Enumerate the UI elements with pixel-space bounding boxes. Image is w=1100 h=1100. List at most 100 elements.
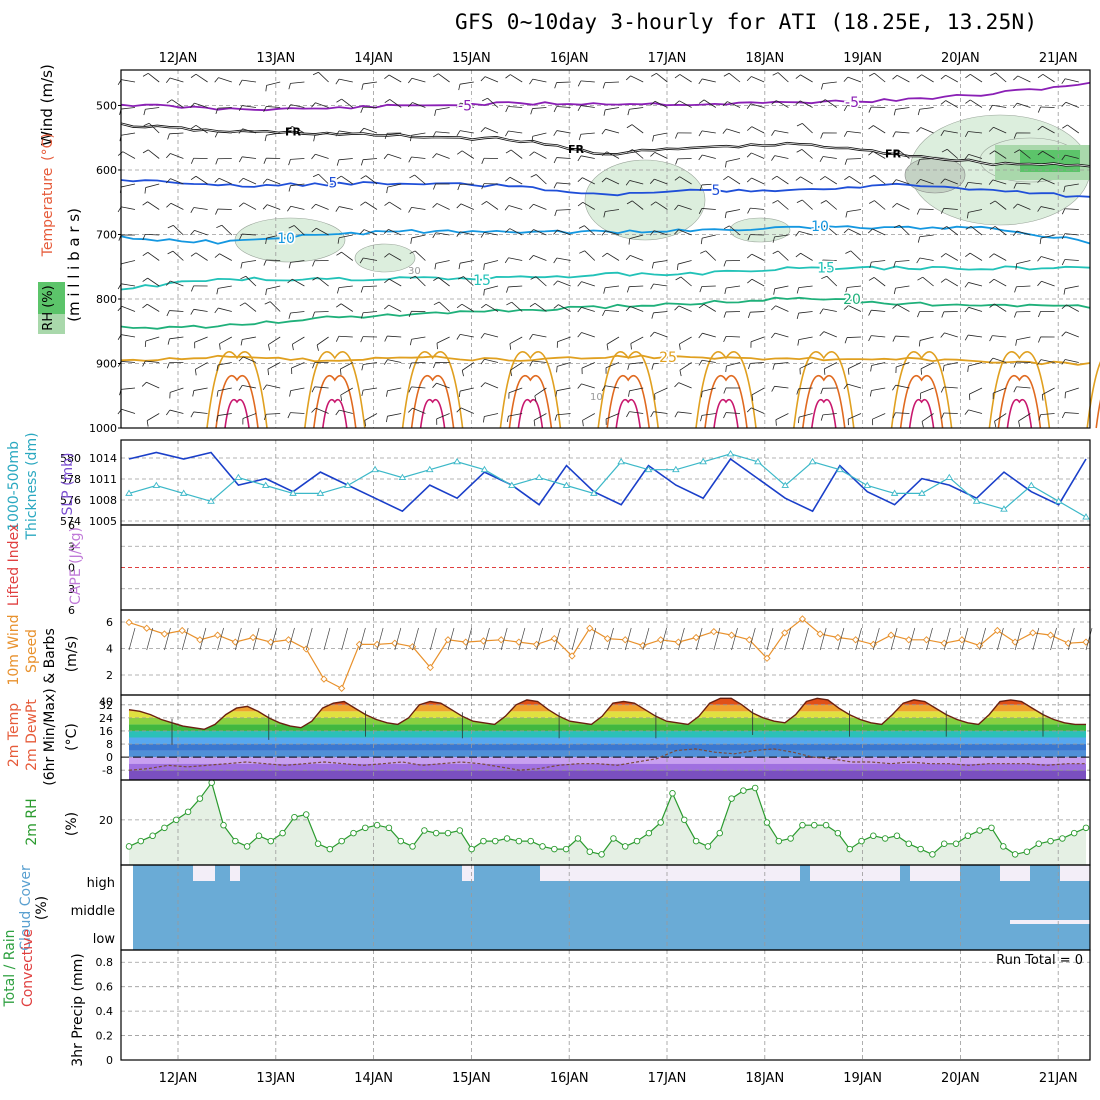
wind-barb-flag bbox=[262, 384, 267, 391]
thickness-point bbox=[1000, 505, 1008, 512]
surface-wind-barb bbox=[164, 627, 171, 651]
wind-barb bbox=[874, 174, 886, 185]
wind-barb bbox=[774, 362, 789, 365]
wind-barb bbox=[873, 277, 886, 287]
wind-barb-flag bbox=[966, 212, 969, 219]
wind-barb bbox=[484, 358, 499, 363]
cloud-gap bbox=[1060, 865, 1090, 881]
wind-barb bbox=[968, 154, 983, 159]
wind-barb bbox=[606, 177, 620, 185]
rh2m-point bbox=[385, 824, 393, 832]
temp-band bbox=[129, 698, 1086, 705]
wind-barb-flag bbox=[651, 262, 654, 269]
wind-barb-flag bbox=[626, 124, 633, 129]
wind-barb bbox=[148, 122, 160, 134]
rh2m-point bbox=[645, 829, 653, 837]
wind-barb bbox=[290, 183, 305, 187]
wind-barb-flag bbox=[988, 105, 993, 111]
wind-barb-flag bbox=[216, 364, 219, 371]
wind-barb bbox=[679, 100, 692, 108]
wind-barb bbox=[919, 257, 934, 261]
rh2m-point bbox=[1000, 843, 1007, 850]
wind-barb bbox=[751, 253, 765, 261]
wind-barb-flag bbox=[674, 411, 679, 418]
wind-barb-flag bbox=[1013, 182, 1017, 189]
rh2m-area bbox=[129, 782, 1086, 865]
wind-barb-flag bbox=[335, 78, 340, 85]
rh2m-point bbox=[338, 837, 345, 845]
wind-barb-flag bbox=[456, 102, 461, 108]
rh2m-point bbox=[350, 829, 357, 837]
wind-barb bbox=[388, 74, 402, 83]
wind-barb bbox=[266, 132, 281, 136]
wind-barb bbox=[994, 303, 1007, 312]
wind-barb-flag bbox=[674, 176, 680, 181]
rh2m-point bbox=[397, 837, 404, 845]
wind-barb-flag bbox=[409, 339, 412, 346]
wind-barb-flag bbox=[166, 99, 173, 104]
wind-barb-flag bbox=[554, 414, 558, 421]
wind-barb-flag bbox=[843, 131, 848, 137]
wind-barb bbox=[194, 102, 208, 108]
wind-barb-flag bbox=[747, 312, 751, 319]
wind-barb-flag bbox=[823, 368, 826, 375]
wind-barb-flag bbox=[917, 276, 923, 281]
wind-barb-flag bbox=[142, 149, 149, 154]
cloud-gap bbox=[462, 865, 474, 881]
wind-barb bbox=[195, 252, 208, 261]
wind-barb bbox=[508, 285, 523, 288]
wind-barb bbox=[653, 362, 668, 365]
surface-wind-barb bbox=[589, 627, 597, 651]
slp-tick-label: 1011 bbox=[89, 473, 117, 486]
wind-barb bbox=[290, 260, 305, 263]
wind-barb bbox=[387, 413, 402, 417]
surface-wind-barb bbox=[146, 627, 154, 651]
wind-barb bbox=[341, 98, 354, 108]
wind-barb bbox=[169, 409, 184, 414]
wind-barb-flag bbox=[165, 280, 171, 286]
wind-barb bbox=[510, 362, 523, 371]
rh2m-point bbox=[952, 840, 960, 848]
wind-barb-flag bbox=[1013, 361, 1017, 368]
wind-barb bbox=[751, 177, 765, 185]
wind-barb bbox=[195, 73, 208, 83]
rh2m-point bbox=[893, 832, 901, 840]
wind-barb-flag bbox=[606, 344, 609, 351]
wind-barb bbox=[728, 176, 741, 185]
wind-barb bbox=[170, 202, 184, 210]
wind-barb bbox=[338, 158, 353, 161]
wind-barb bbox=[725, 336, 741, 338]
rh2m-point bbox=[539, 843, 546, 850]
wind-barb bbox=[629, 234, 644, 240]
wind-barb bbox=[944, 332, 958, 338]
surface-wind-barb bbox=[1085, 627, 1093, 651]
wind-barb-flag bbox=[311, 227, 317, 233]
rh2m-point bbox=[728, 795, 735, 802]
wind-barb-flag bbox=[848, 368, 850, 375]
wind-barb bbox=[605, 107, 620, 111]
wind-barb bbox=[581, 332, 595, 338]
wind-barb bbox=[508, 257, 523, 261]
wind-barb-flag bbox=[509, 343, 512, 350]
wind-barb-flag bbox=[461, 370, 464, 377]
wind-barb bbox=[439, 301, 450, 312]
thickness-axis-label-2: Thickness (dm) bbox=[24, 432, 40, 540]
temp-tick-label: 24 bbox=[99, 712, 113, 725]
surface-wind-barb bbox=[819, 627, 827, 651]
rh2m-point bbox=[243, 843, 251, 850]
wind-barb bbox=[921, 74, 934, 83]
wind-barb bbox=[1065, 359, 1079, 363]
wind-barb-flag bbox=[845, 287, 848, 294]
wind-barb bbox=[459, 334, 474, 338]
wind-barb-flag bbox=[940, 208, 945, 214]
wind-barb bbox=[533, 413, 547, 421]
surface-temp-contour bbox=[899, 374, 944, 429]
temp-band bbox=[129, 704, 1086, 712]
wind-barb-flag bbox=[335, 409, 340, 416]
wind-barb-flag bbox=[142, 201, 148, 206]
surface-wind-barb bbox=[270, 627, 278, 651]
wind-barb bbox=[943, 207, 958, 210]
date-label-bottom: 18JAN bbox=[745, 1071, 784, 1086]
wind-barb-flag bbox=[166, 153, 171, 159]
wind-barb-flag bbox=[988, 179, 994, 185]
